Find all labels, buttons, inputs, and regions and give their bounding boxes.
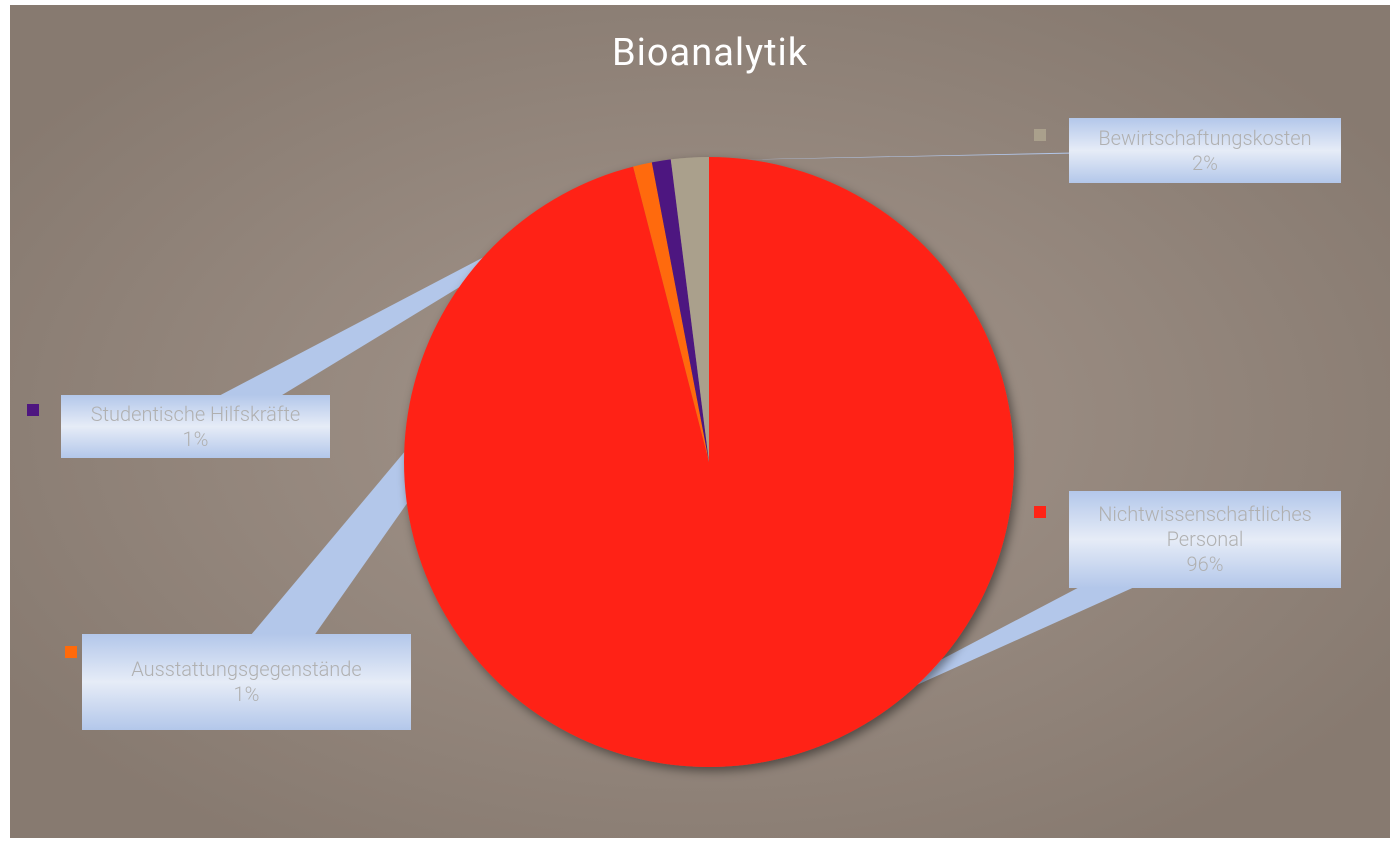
- data-label: Nichtwissenschaftliches Personal 96%: [1069, 491, 1341, 588]
- label-name: Bewirtschaftungskosten: [1098, 125, 1312, 150]
- chart-title: Bioanalytik: [612, 31, 808, 75]
- label-value: 1%: [233, 682, 260, 706]
- label-value: 1%: [182, 426, 209, 451]
- label-value: 2%: [1192, 150, 1218, 175]
- pie-slice: [651, 159, 709, 462]
- data-label: Studentische Hilfskräfte 1%: [61, 395, 330, 458]
- data-label: Bewirtschaftungskosten 2%: [1069, 118, 1341, 183]
- leader: [160, 163, 662, 427]
- pie-slice: [670, 157, 709, 462]
- label-name: Ausstattungsgegenstände: [131, 657, 362, 681]
- pie-slice: [633, 162, 709, 462]
- label-value: 96%: [1186, 552, 1224, 576]
- data-label: Ausstattungsgegenstände 1%: [82, 634, 411, 730]
- legend-marker: [1034, 129, 1046, 141]
- label-name: Studentische Hilfskräfte: [90, 401, 301, 426]
- legend-marker: [27, 404, 39, 416]
- legend-marker: [1034, 506, 1046, 518]
- pie: [403, 157, 1015, 767]
- label-name: Nichtwissenschaftliches Personal: [1098, 502, 1312, 551]
- legend-marker: [65, 646, 77, 658]
